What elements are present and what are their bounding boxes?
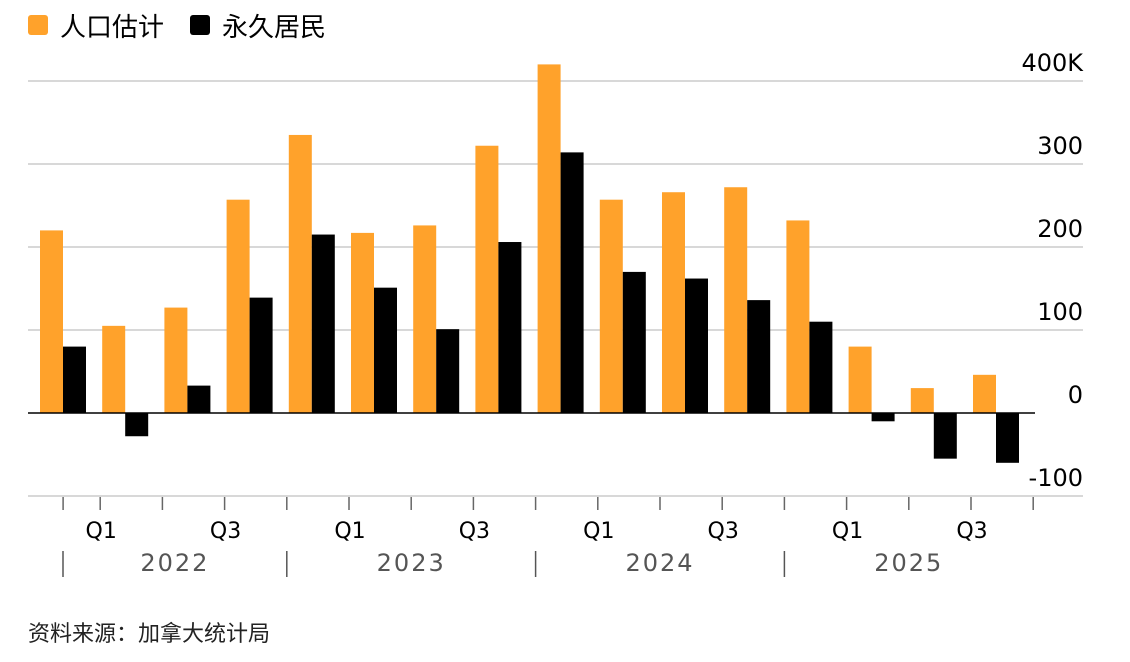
bar-permanent-residents xyxy=(871,413,895,422)
bar-population-estimate xyxy=(724,187,748,413)
y-tick-label: 0 xyxy=(1068,381,1083,409)
y-tick-label: 100 xyxy=(1037,298,1083,326)
bar-permanent-residents xyxy=(249,297,273,413)
bar-permanent-residents xyxy=(374,287,397,413)
bar-population-estimate xyxy=(102,325,126,413)
bar-permanent-residents xyxy=(125,413,149,437)
x-year-label: 2023 xyxy=(377,549,446,577)
x-quarter-label: Q3 xyxy=(956,519,987,544)
bar-permanent-residents xyxy=(996,413,1019,463)
bar-population-estimate xyxy=(288,134,312,413)
y-tick-label: 300 xyxy=(1037,132,1083,160)
legend-label-population-estimate: 人口估计 xyxy=(60,12,165,43)
bar-permanent-residents xyxy=(622,271,646,413)
bar-population-estimate xyxy=(351,232,374,413)
bar-population-estimate xyxy=(786,220,810,413)
bar-population-estimate xyxy=(973,374,996,413)
bar-population-estimate xyxy=(537,64,561,414)
source-note: 资料来源：加拿大统计局 xyxy=(28,622,271,647)
y-tick-label: 200 xyxy=(1037,215,1083,243)
bar-permanent-residents xyxy=(311,234,335,413)
x-quarter-label: Q1 xyxy=(583,519,614,544)
legend: 人口估计 永久居民 xyxy=(28,7,326,44)
bar-permanent-residents xyxy=(436,329,460,413)
legend-swatch-orange xyxy=(28,15,48,35)
bar-permanent-residents xyxy=(747,300,771,413)
legend-item-population-estimate: 人口估计 xyxy=(28,7,164,44)
bar-population-estimate xyxy=(40,230,63,413)
bar-population-estimate xyxy=(164,307,188,413)
bar-population-estimate xyxy=(413,225,437,413)
bar-population-estimate xyxy=(910,388,934,413)
x-quarter-label: Q3 xyxy=(459,519,490,544)
x-quarter-label: Q1 xyxy=(832,519,863,544)
y-tick-label: 400K xyxy=(1021,49,1084,77)
legend-swatch-black xyxy=(190,15,211,35)
x-year-label: 2024 xyxy=(625,549,694,577)
bar-permanent-residents xyxy=(560,152,584,413)
y-tick-label: -100 xyxy=(1029,464,1083,492)
x-quarter-label: Q3 xyxy=(210,519,241,544)
bar-permanent-residents xyxy=(187,385,211,413)
bar-permanent-residents xyxy=(685,278,708,413)
legend-item-permanent-residents: 永久居民 xyxy=(190,7,326,44)
bar-population-estimate xyxy=(848,346,872,413)
bar-permanent-residents xyxy=(933,413,957,459)
bar-population-estimate xyxy=(599,199,623,413)
x-quarter-label: Q1 xyxy=(334,519,365,544)
x-year-label: 2022 xyxy=(140,549,209,577)
x-quarter-label: Q3 xyxy=(708,519,739,544)
bar-permanent-residents xyxy=(809,321,833,413)
legend-label-permanent-residents: 永久居民 xyxy=(222,12,327,43)
bar-permanent-residents xyxy=(498,242,522,413)
x-quarter-label: Q1 xyxy=(86,519,117,544)
x-year-label: 2025 xyxy=(874,549,943,577)
bar-population-estimate xyxy=(226,199,250,413)
bar-population-estimate xyxy=(475,145,499,414)
bar-permanent-residents xyxy=(63,346,86,413)
bar-population-estimate xyxy=(662,192,685,413)
